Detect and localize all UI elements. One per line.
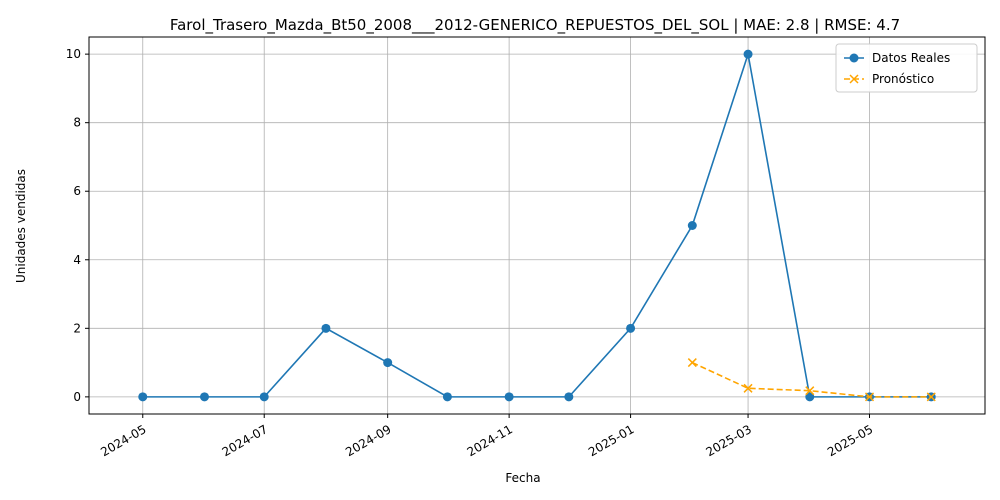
- series-line: [691, 361, 932, 398]
- x-tick-label: 2024-11: [465, 422, 515, 459]
- data-point: [199, 392, 209, 402]
- legend-label: Datos Reales: [872, 51, 950, 65]
- data-point: [687, 358, 697, 368]
- x-tick-label: 2025-05: [825, 422, 875, 459]
- data-point: [564, 392, 574, 402]
- chart-title: Farol_Trasero_Mazda_Bt50_2008___2012-GEN…: [170, 16, 900, 35]
- series-layer: [138, 49, 936, 402]
- data-point: [383, 358, 393, 368]
- data-point: [743, 49, 753, 59]
- data-point: [687, 221, 697, 230]
- data-point: [259, 392, 269, 402]
- x-tick-label: 2024-09: [343, 422, 393, 459]
- x-axis: 2024-05 2024-07 2024-09 2024-11 2025-01 2025-…: [98, 414, 875, 459]
- x-tick-label: 2024-07: [220, 422, 270, 459]
- data-point: [926, 392, 936, 402]
- legend-label: Pronóstico: [872, 72, 934, 86]
- x-tick-label: 2025-03: [704, 422, 754, 459]
- legend-item: Datos Reales: [844, 51, 950, 65]
- data-point: [442, 392, 452, 402]
- y-axis-label: Unidades vendidas: [14, 169, 28, 283]
- data-point: [138, 392, 148, 402]
- data-point: [743, 383, 753, 393]
- data-point: [805, 386, 815, 396]
- y-tick-label: 2: [73, 321, 81, 335]
- series-datos-reales: [138, 49, 936, 402]
- x-tick-label: 2024-05: [98, 422, 148, 459]
- legend-marker: [849, 53, 859, 63]
- x-tick-label: 2025-01: [586, 422, 636, 459]
- data-point: [626, 323, 636, 333]
- legend-marker: [849, 74, 859, 84]
- data-point: [864, 392, 875, 402]
- y-tick-label: 6: [73, 184, 81, 198]
- y-tick-label: 10: [66, 47, 81, 61]
- y-tick-label: 8: [73, 116, 81, 130]
- grid-lines: [89, 37, 985, 414]
- x-axis-label: Fecha: [505, 471, 540, 485]
- y-tick-label: 4: [73, 253, 81, 267]
- data-point: [321, 323, 331, 333]
- y-axis: 0 2 4 6 8 10: [66, 47, 89, 404]
- legend: Datos Reales Pronóstico: [835, 43, 978, 93]
- data-point: [805, 392, 815, 402]
- data-point: [504, 392, 514, 402]
- plot-frame: [88, 36, 986, 415]
- series-pron-stico: [687, 358, 936, 402]
- legend-item: Pronóstico: [844, 72, 934, 86]
- series-line: [142, 53, 932, 398]
- legend-box: [835, 43, 978, 93]
- y-tick-label: 0: [73, 390, 81, 404]
